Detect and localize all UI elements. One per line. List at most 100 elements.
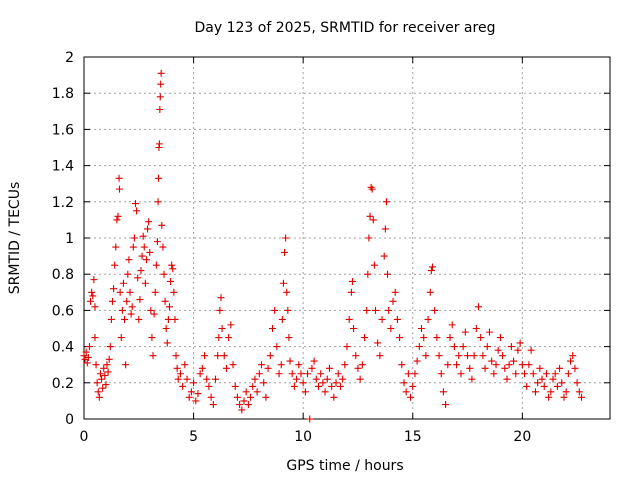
data-point xyxy=(277,361,285,369)
y-tick-label: 0 xyxy=(65,412,74,428)
data-point xyxy=(343,343,351,351)
data-point xyxy=(354,364,362,372)
data-point xyxy=(117,334,125,342)
data-point xyxy=(217,294,225,302)
data-point xyxy=(492,361,500,369)
data-point xyxy=(350,325,358,332)
data-point xyxy=(262,393,270,401)
data-point xyxy=(116,185,124,193)
data-point xyxy=(156,105,164,113)
data-point xyxy=(363,306,371,314)
data-point xyxy=(121,315,129,323)
data-point xyxy=(336,382,344,390)
data-point xyxy=(368,185,376,193)
data-point xyxy=(196,370,204,378)
data-point xyxy=(366,212,374,220)
data-point xyxy=(216,306,224,314)
data-point xyxy=(381,225,389,233)
data-point xyxy=(190,379,198,387)
data-point xyxy=(229,361,237,369)
y-tick-label: 0.4 xyxy=(52,340,74,356)
data-point xyxy=(157,69,165,77)
y-tick-label: 2 xyxy=(65,50,74,66)
data-point xyxy=(477,334,485,342)
data-point xyxy=(575,388,583,396)
y-tick-label: 1 xyxy=(65,231,74,247)
data-point xyxy=(464,352,472,360)
data-point xyxy=(227,321,235,329)
data-point xyxy=(107,315,115,323)
data-point xyxy=(247,393,255,401)
data-point xyxy=(154,198,162,206)
data-point xyxy=(149,352,157,360)
data-point xyxy=(137,267,145,275)
data-point xyxy=(556,364,564,372)
data-point xyxy=(448,321,456,329)
data-point xyxy=(96,370,104,378)
data-points xyxy=(80,69,586,423)
data-point xyxy=(170,288,178,296)
data-point xyxy=(453,361,461,369)
data-point xyxy=(573,379,581,387)
data-point xyxy=(578,393,586,401)
data-point xyxy=(126,288,134,296)
data-point xyxy=(308,364,316,372)
data-point xyxy=(266,352,274,360)
data-point xyxy=(472,325,480,332)
data-point xyxy=(144,225,152,233)
data-point xyxy=(518,361,526,369)
data-point xyxy=(400,379,408,387)
x-tick-label: 20 xyxy=(513,429,531,445)
axis-ticks: 00.20.40.60.811.21.41.61.820 5 10 15 20 xyxy=(52,50,610,445)
data-point xyxy=(146,248,154,256)
data-point xyxy=(201,352,209,360)
data-point xyxy=(92,361,100,369)
data-point xyxy=(466,364,474,372)
data-point xyxy=(172,352,180,360)
data-point xyxy=(286,357,294,365)
data-point xyxy=(85,343,93,351)
data-point xyxy=(91,334,99,342)
data-point xyxy=(279,279,287,287)
data-point xyxy=(446,334,454,342)
data-point xyxy=(433,334,441,342)
data-point xyxy=(450,343,458,351)
data-point xyxy=(301,388,309,396)
data-point xyxy=(496,334,504,342)
data-point xyxy=(461,328,469,336)
data-point xyxy=(102,381,110,389)
data-point xyxy=(297,370,305,378)
data-point xyxy=(165,303,173,311)
y-tick-label: 1.8 xyxy=(52,86,74,102)
data-point xyxy=(145,218,153,226)
data-point xyxy=(536,364,544,372)
data-point xyxy=(503,375,511,383)
data-point xyxy=(367,183,375,191)
data-point xyxy=(167,277,175,285)
data-point xyxy=(169,265,177,273)
data-point xyxy=(212,375,219,383)
data-point xyxy=(161,297,169,305)
data-point xyxy=(415,343,423,351)
data-point xyxy=(332,379,340,387)
data-point xyxy=(275,370,283,378)
data-point xyxy=(95,393,103,401)
data-point xyxy=(158,221,166,229)
data-point xyxy=(150,310,158,318)
data-point xyxy=(281,248,289,256)
data-point xyxy=(163,339,171,347)
data-point xyxy=(364,270,372,278)
y-tick-label: 1.6 xyxy=(52,122,74,138)
data-point xyxy=(560,393,568,401)
x-axis-label: GPS time / hours xyxy=(286,458,403,474)
y-tick-label: 1.4 xyxy=(52,159,74,175)
data-point xyxy=(435,352,443,360)
data-point xyxy=(510,357,518,365)
data-point xyxy=(128,303,136,311)
data-point xyxy=(129,243,137,251)
data-point xyxy=(258,361,266,369)
data-point xyxy=(358,361,366,369)
data-point xyxy=(444,361,452,369)
data-point xyxy=(396,334,404,342)
data-point xyxy=(420,334,428,342)
